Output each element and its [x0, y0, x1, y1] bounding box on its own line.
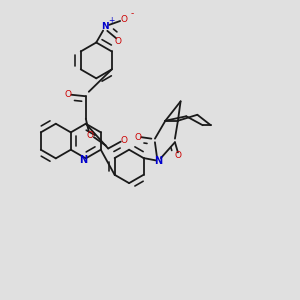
- Text: +: +: [109, 16, 115, 25]
- Text: O: O: [87, 130, 94, 140]
- Text: N: N: [79, 155, 88, 165]
- Text: N: N: [154, 156, 163, 166]
- Text: O: O: [120, 15, 127, 24]
- Text: O: O: [134, 133, 141, 142]
- Text: O: O: [114, 37, 121, 46]
- Text: -: -: [130, 9, 134, 18]
- Text: O: O: [120, 136, 127, 145]
- Text: O: O: [174, 152, 182, 160]
- Text: O: O: [64, 90, 71, 99]
- Text: N: N: [101, 22, 109, 32]
